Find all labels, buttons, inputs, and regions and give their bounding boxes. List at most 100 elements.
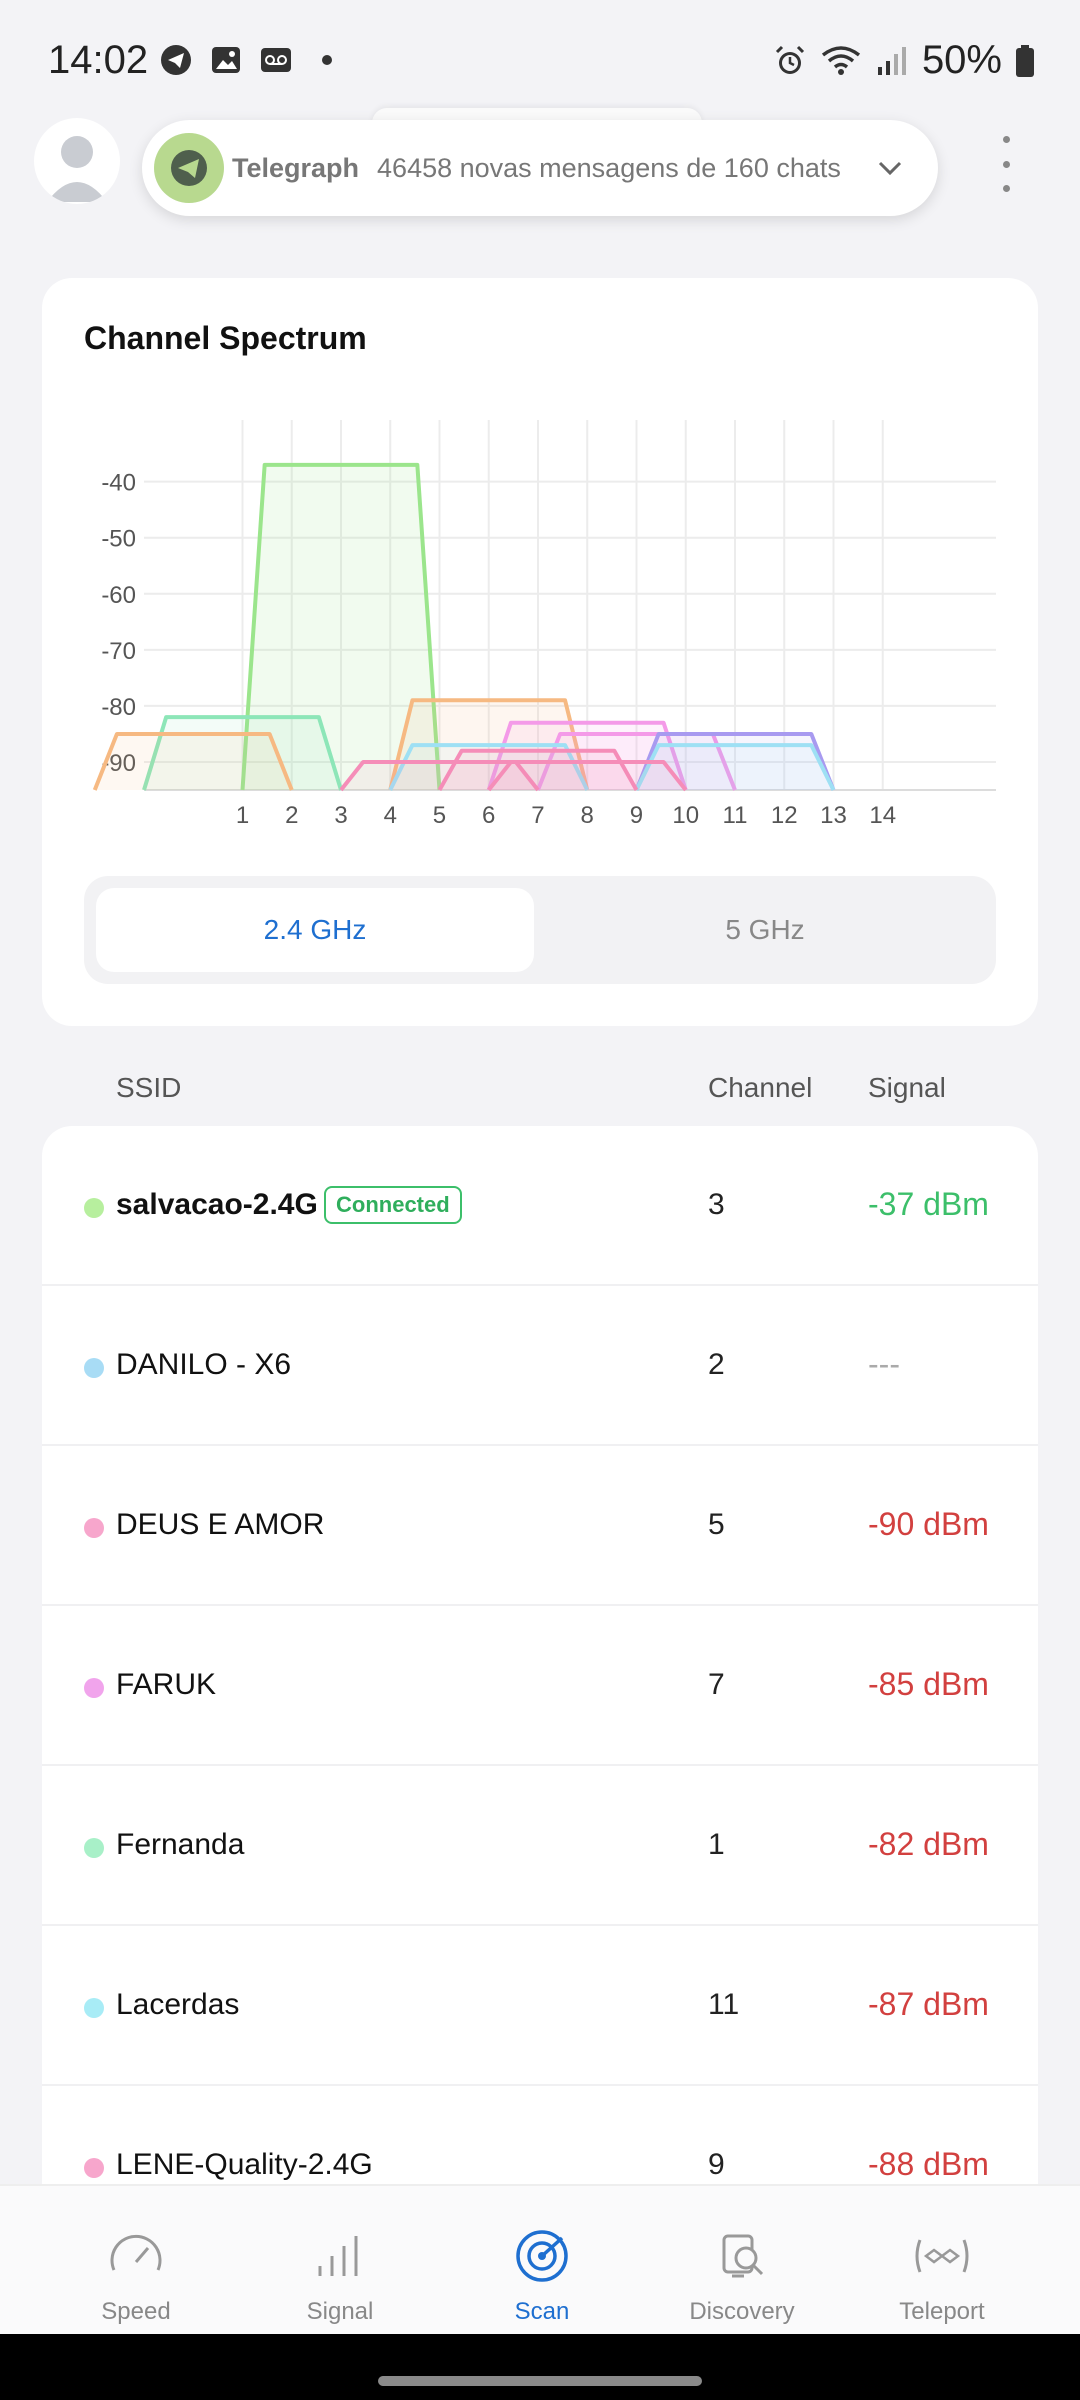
y-tick-label: -40 <box>101 470 136 497</box>
network-signal: -37 dBm <box>868 1186 989 1222</box>
network-curve-fill <box>636 733 834 790</box>
network-channel: 11 <box>708 1988 740 2021</box>
network-ssid: Lacerdas <box>116 1988 240 2021</box>
network-curve <box>487 759 688 792</box>
telegram-notification-icon <box>161 45 191 75</box>
network-channel: 3 <box>708 1188 725 1221</box>
status-notification-icons <box>158 42 332 78</box>
nav-discovery-label: Discovery <box>689 2298 795 2325</box>
network-signal: -87 dBm <box>868 1986 989 2022</box>
status-bar: 14:02 50% <box>0 0 1080 110</box>
network-channel: 9 <box>708 2148 725 2181</box>
network-ssid: LENE-Quality-2.4G <box>116 2148 373 2181</box>
signal-bars-icon <box>318 2236 358 2276</box>
nav-signal[interactable]: Signal <box>240 2186 440 2336</box>
avatar[interactable] <box>34 118 120 204</box>
channel-spectrum-chart: -40-50-60-70-80-901234567891011121314 <box>92 420 996 829</box>
battery-icon <box>1016 44 1034 77</box>
x-tick-label: 5 <box>433 802 446 829</box>
band-5ghz-option[interactable]: 5 GHz <box>725 914 805 945</box>
speedometer-icon <box>110 2234 162 2271</box>
signal-header: Signal <box>868 1072 946 1103</box>
network-row[interactable]: Fernanda 1 -82 dBm <box>42 1766 1038 1926</box>
network-color-dot <box>84 1198 104 1218</box>
network-curve <box>486 720 688 791</box>
network-curve-fill <box>390 745 588 790</box>
network-row[interactable]: Lacerdas 11 -87 dBm <box>42 1926 1038 2086</box>
network-row[interactable]: FARUK 7 -85 dBm <box>42 1606 1038 1766</box>
network-curve-fill <box>636 745 834 790</box>
status-time: 14:02 <box>48 38 149 82</box>
radar-scan-icon <box>516 2230 568 2282</box>
x-tick-label: 2 <box>285 802 298 829</box>
network-row[interactable]: DANILO - X6 2 --- <box>42 1286 1038 1446</box>
nav-signal-label: Signal <box>306 2298 374 2325</box>
x-tick-label: 12 <box>771 802 798 829</box>
gesture-navigation-area <box>0 2334 1080 2400</box>
nav-discovery[interactable]: Discovery <box>642 2186 842 2336</box>
network-ssid: DEUS E AMOR <box>116 1508 325 1541</box>
cellular-signal-icon <box>877 46 906 75</box>
x-tick-label: 11 <box>723 802 748 829</box>
teleport-icon <box>915 2239 969 2273</box>
gesture-handle[interactable] <box>378 2376 702 2386</box>
nav-teleport-label: Teleport <box>899 2298 985 2325</box>
band-2-4ghz-option[interactable]: 2.4 GHz <box>96 888 534 972</box>
expand-chevron-down-icon[interactable] <box>872 150 908 186</box>
network-curve-fill <box>242 464 440 790</box>
network-curve <box>339 759 540 792</box>
overflow-menu-icon[interactable] <box>996 136 1016 192</box>
network-curve <box>437 748 639 791</box>
notification-pill[interactable]: Telegraph 46458 novas mensagens de 160 c… <box>142 120 938 216</box>
network-signal: -88 dBm <box>868 2146 989 2182</box>
nav-teleport[interactable]: Teleport <box>842 2186 1042 2336</box>
network-color-dot <box>84 1838 104 1858</box>
connected-badge: Connected <box>324 1186 462 1224</box>
network-color-dot <box>84 1998 104 2018</box>
telegraph-app-icon <box>154 133 224 203</box>
network-channel: 2 <box>708 1348 725 1381</box>
network-row[interactable]: DEUS E AMOR 5 -90 dBm <box>42 1446 1038 1606</box>
network-channel: 1 <box>708 1828 725 1861</box>
band-toggle: 2.4 GHz 5 GHz <box>84 876 996 984</box>
wifi-icon <box>821 45 861 75</box>
y-tick-label: -60 <box>101 582 136 609</box>
network-curve <box>92 731 294 791</box>
network-ssid: DANILO - X6 <box>116 1348 292 1381</box>
network-color-dot <box>84 1518 104 1538</box>
network-signal: -90 dBm <box>868 1506 989 1542</box>
network-curve <box>388 698 590 791</box>
x-tick-label: 10 <box>672 802 699 829</box>
x-tick-label: 4 <box>384 802 397 829</box>
x-tick-label: 3 <box>334 802 347 829</box>
network-curve <box>634 743 836 791</box>
network-curve-fill <box>488 722 686 790</box>
x-tick-label: 13 <box>820 802 847 829</box>
network-ssid: salvacao-2.4G <box>116 1188 318 1221</box>
network-curve <box>388 743 590 791</box>
network-curve-fill <box>488 761 686 790</box>
y-tick-label: -50 <box>101 526 136 553</box>
image-notification-icon <box>212 47 240 73</box>
nav-speed[interactable]: Speed <box>36 2186 236 2336</box>
ssid-header: SSID <box>116 1072 182 1103</box>
voicemail-notification-icon <box>261 48 291 72</box>
nav-scan[interactable]: Scan <box>442 2186 642 2336</box>
network-ssid: Fernanda <box>116 1828 245 1861</box>
notification-text: 46458 novas mensagens de 160 chats <box>377 152 841 183</box>
more-notifications-dot <box>322 55 332 65</box>
network-color-dot <box>84 1358 104 1378</box>
y-tick-label: -80 <box>101 694 136 721</box>
network-curve <box>240 462 442 791</box>
x-tick-label: 7 <box>531 802 544 829</box>
default-avatar-icon <box>47 136 107 202</box>
channel-header: Channel <box>708 1072 813 1103</box>
x-tick-label: 9 <box>630 802 643 829</box>
status-system-icons: 50% <box>772 38 1036 83</box>
nav-scan-label: Scan <box>514 2298 570 2325</box>
network-color-dot <box>84 1678 104 1698</box>
y-tick-label: -70 <box>101 638 136 665</box>
network-row[interactable]: salvacao-2.4G Connected 3 -37 dBm <box>42 1126 1038 1286</box>
network-color-dot <box>84 2158 104 2178</box>
x-tick-label: 14 <box>869 802 896 829</box>
